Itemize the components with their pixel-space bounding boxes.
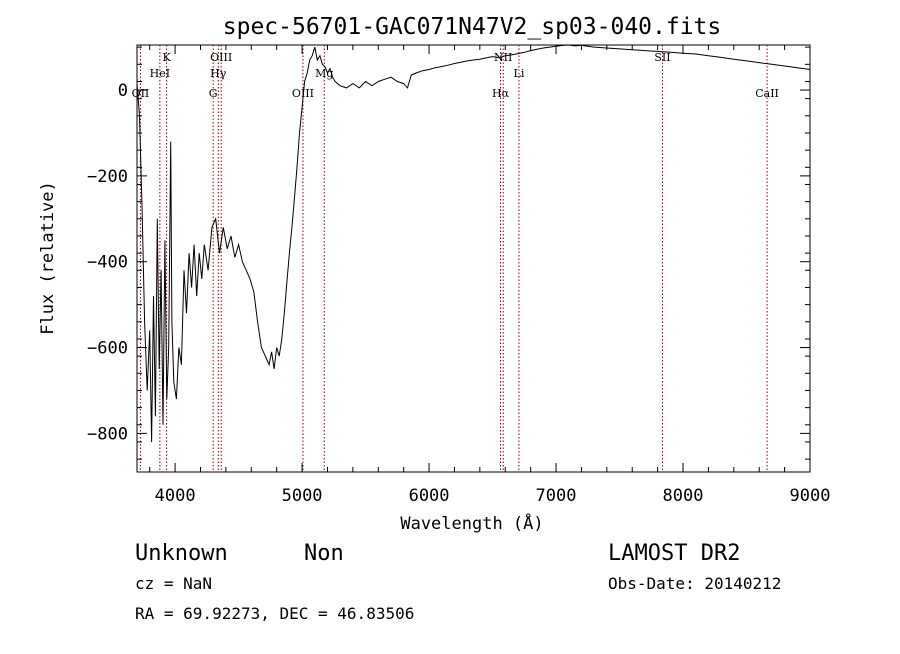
survey-name: LAMOST DR2 xyxy=(608,541,740,566)
x-axis-label: Wavelength (Å) xyxy=(400,512,543,534)
x-tick-label: 9000 xyxy=(790,486,831,506)
redshift-value: cz = NaN xyxy=(135,574,212,593)
chart-title: spec-56701-GAC071N47V2_sp03-040.fits xyxy=(223,14,722,40)
spectral-line-label: OIII xyxy=(210,51,232,64)
plot-frame xyxy=(136,44,811,473)
y-tick-label: 0 xyxy=(118,81,128,101)
spectral-line-label: HeI xyxy=(150,67,170,80)
x-tick-label: 7000 xyxy=(536,486,577,506)
spectral-line-label: G xyxy=(209,87,218,100)
y-tick-label: −200 xyxy=(87,167,128,187)
x-tick-label: 6000 xyxy=(409,486,450,506)
x-tick-label: 4000 xyxy=(155,486,196,506)
spectral-line-label: Mg xyxy=(315,67,333,80)
spectral-line-label: OII xyxy=(132,87,150,100)
spectral-line-label: Li xyxy=(514,67,525,80)
spectral-line-label: K xyxy=(162,51,171,64)
spectrum-info: Unknown Non cz = NaN RA = 69.92273, DEC … xyxy=(135,541,781,623)
object-class: Unknown xyxy=(135,541,228,566)
spectral-line-label: Hγ xyxy=(210,67,227,80)
y-axis-label: Flux (relative) xyxy=(38,181,58,335)
coordinates: RA = 69.92273, DEC = 46.83506 xyxy=(135,604,414,623)
spectral-line-label: CaII xyxy=(755,87,779,100)
y-tick-label: −600 xyxy=(87,339,128,359)
spectrum-series-line xyxy=(136,44,811,443)
y-axis-ticks: −800 −600 −400 −200 0 xyxy=(87,46,810,460)
y-tick-label: −800 xyxy=(87,424,128,444)
observation-date: Obs-Date: 20140212 xyxy=(608,574,781,593)
spectral-line-label: SII xyxy=(654,51,670,64)
y-tick-label: −400 xyxy=(87,253,128,273)
spectral-line-label: NII xyxy=(494,51,512,64)
spectral-line-label: Hα xyxy=(492,87,510,100)
x-axis-ticks: 4000 5000 6000 7000 8000 9000 xyxy=(149,45,831,506)
object-subclass: Non xyxy=(304,541,344,566)
spectral-line-markers xyxy=(139,45,768,472)
x-tick-label: 8000 xyxy=(663,486,704,506)
x-tick-label: 5000 xyxy=(282,486,323,506)
